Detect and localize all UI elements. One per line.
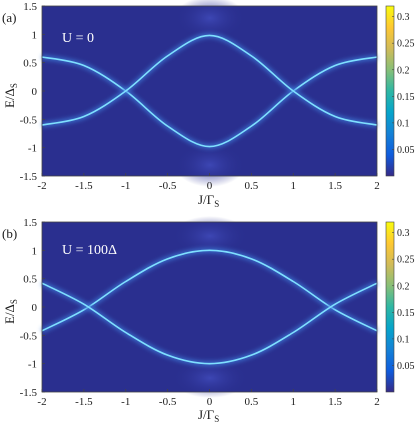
colorbar-tick-label: 0.1 [397,118,410,129]
panel-a-xlabel: J/ΓS [198,192,219,209]
panel-a-series [41,32,378,150]
panel-b-colorbar [385,221,395,393]
y-tick-label: 1.5 [23,1,37,13]
y-tick-label: -1 [28,143,37,155]
x-tick-label: 1 [291,180,297,192]
x-tick-label: 2 [374,396,380,408]
colorbar-tick-label: 0.3 [397,228,410,239]
x-tick-label: 2 [374,180,380,192]
x-tick-label: -1 [121,180,130,192]
y-tick-label: 0.5 [23,274,37,286]
panel-a-colorbar-ticks: 0.3 0.25 0.2 0.15 0.1 0.05 [392,12,415,156]
panel-b: (b) U = 100Δ -2 -1.5 -1 -0.5 0 0.5 1 1.5 2 1.510… [2,216,415,424]
y-tick-label: -1.5 [20,387,38,399]
y-tick-label: 0 [32,86,38,98]
y-tick-label: 1 [32,245,38,257]
x-tick-label: 0.5 [245,180,259,192]
panel-b-series-1-line [41,249,378,332]
colorbar-tick-label: 0.25 [397,255,415,266]
y-tick-label: 0 [32,302,38,314]
colorbar-tick-label: 0.05 [397,145,415,156]
colorbar-tick-label: 0.3 [397,12,410,23]
panel-b-series [40,247,379,367]
panel-a-annotation: U = 0 [62,31,94,46]
x-tick-label: 1.5 [328,396,342,408]
y-tick-label: -1 [28,359,37,371]
panel-a-colorbar [385,5,395,177]
panel-b-ylabel: E/ΔS [2,299,19,324]
x-tick-label: -1.5 [75,396,93,408]
y-tick-label: 1.5 [23,217,37,229]
panel-a: (a) U = 0 -2 -1.5 -1 -0.5 0 0.5 1 1.5 2 1.510.50… [2,0,415,209]
panel-a-blob-top [175,0,245,40]
panel-b-xlabel: J/ΓS [198,407,219,424]
x-tick-label: 0 [207,396,213,408]
y-tick-label: -0.5 [20,114,38,126]
colorbar-tick-label: 0.05 [397,361,415,372]
x-tick-label: -2 [37,396,46,408]
panel-b-yticks: 1.5 1 0.5 0 -0.5 -1 -1.5 [20,217,45,399]
colorbar-tick-label: 0.2 [397,281,410,292]
panel-b-label: (b) [2,226,17,241]
x-tick-label: 1 [291,396,297,408]
x-tick-label: -1.5 [75,180,93,192]
x-tick-label: -0.5 [159,180,177,192]
colorbar-tick-label: 0.2 [397,65,410,76]
panel-a-yticks: 1.5 1 0.5 0 -0.5 -1 -1.5 [20,1,45,183]
y-tick-label: -0.5 [20,330,38,342]
x-tick-label: 1.5 [328,180,342,192]
panel-b-blob-top [172,216,248,256]
colorbar-tick-label: 0.1 [397,334,410,345]
panel-b-blob-bottom [172,358,248,398]
panel-a-series-1-line [41,56,378,148]
y-tick-label: -1.5 [20,171,38,183]
panel-b-annotation: U = 100Δ [62,243,117,258]
panel-a-label: (a) [2,10,16,25]
x-tick-label: 0.5 [245,396,259,408]
panel-b-colorbar-ticks: 0.3 0.25 0.2 0.15 0.1 0.05 [392,228,415,372]
panel-b-xticks: -2 -1.5 -1 -0.5 0 0.5 1 1.5 2 [37,389,380,408]
y-tick-label: 1 [32,29,38,41]
colorbar-tick-label: 0.15 [397,92,415,103]
x-tick-label: -2 [37,180,46,192]
y-tick-label: 0.5 [23,58,37,70]
colorbar-tick-label: 0.15 [397,308,415,319]
x-tick-label: -0.5 [159,396,177,408]
panel-a-ylabel: E/ΔS [2,83,19,108]
x-tick-label: -1 [121,396,130,408]
x-tick-label: 0 [207,180,213,192]
panel-a-series-2-line [41,34,378,126]
colorbar-tick-label: 0.25 [397,39,415,50]
panel-a-xticks: -2 -1.5 -1 -0.5 0 0.5 1 1.5 2 [37,173,380,192]
panel-b-series-2-line [41,282,378,365]
